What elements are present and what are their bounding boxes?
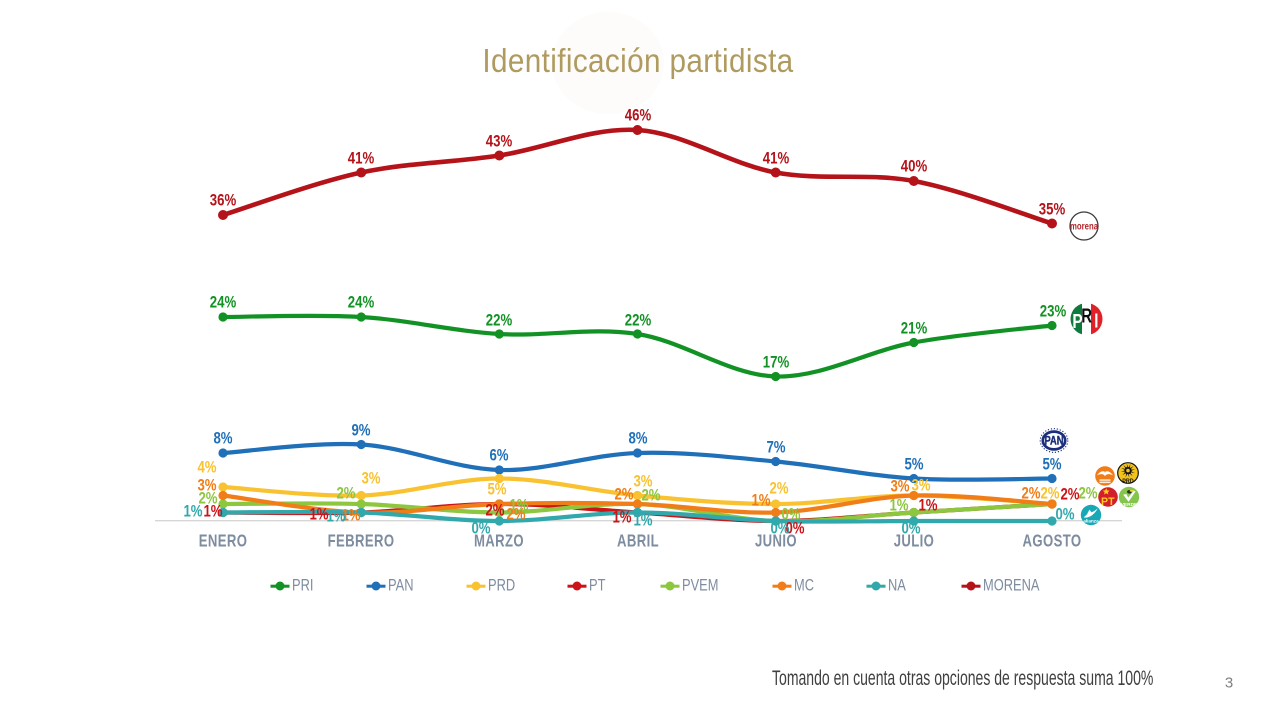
svg-text:I: I bbox=[1094, 309, 1098, 332]
svg-text:R: R bbox=[1081, 304, 1092, 327]
svg-text:P: P bbox=[1072, 310, 1082, 333]
svg-text:PAN: PAN bbox=[1045, 436, 1064, 448]
svg-text:morena: morena bbox=[1070, 222, 1098, 233]
svg-text:PT: PT bbox=[1101, 496, 1115, 508]
svg-text:alianza: alianza bbox=[1083, 518, 1099, 523]
svg-text:VERDE: VERDE bbox=[1121, 502, 1138, 508]
svg-text:PRD: PRD bbox=[1122, 478, 1134, 485]
